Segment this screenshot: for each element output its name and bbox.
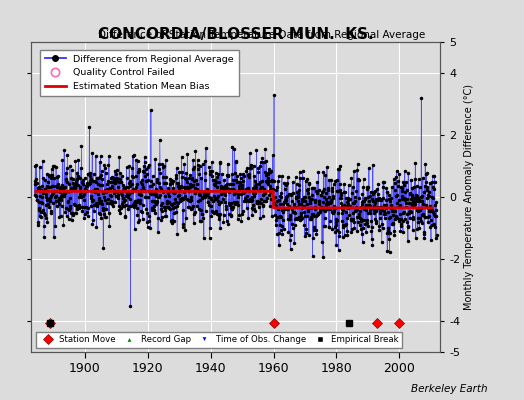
Y-axis label: Monthly Temperature Anomaly Difference (°C): Monthly Temperature Anomaly Difference (… (464, 84, 474, 310)
Legend: Station Move, Record Gap, Time of Obs. Change, Empirical Break: Station Move, Record Gap, Time of Obs. C… (36, 332, 402, 348)
Text: Berkeley Earth: Berkeley Earth (411, 384, 487, 394)
Text: Difference of Station Temperature Data from Regional Average: Difference of Station Temperature Data f… (99, 30, 425, 40)
Title: CONCORDIA/BLOSSER MUN.  KS.: CONCORDIA/BLOSSER MUN. KS. (98, 27, 374, 42)
